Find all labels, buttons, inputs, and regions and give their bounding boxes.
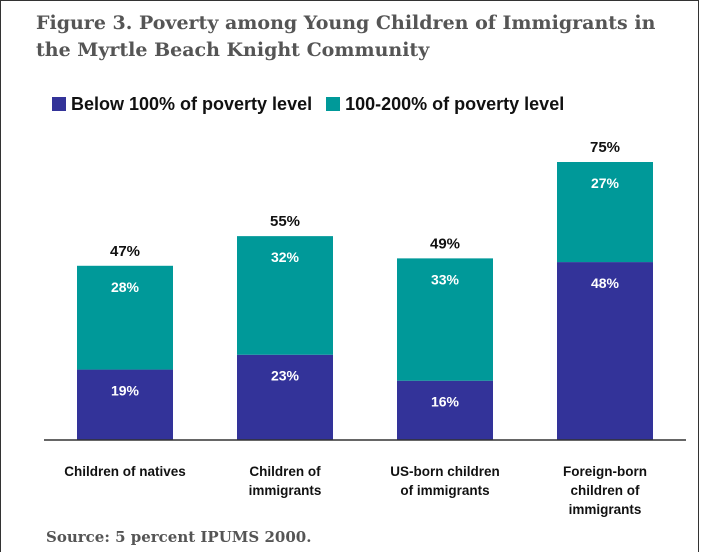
category-label-0-0: Children of natives	[64, 464, 186, 479]
bar-segment-between-1	[237, 236, 333, 355]
segment-label-between-0: 28%	[111, 279, 140, 295]
bar-segment-below-0	[77, 369, 173, 440]
legend-item-below: Below 100% of poverty level	[52, 94, 312, 115]
segment-label-below-3: 48%	[591, 275, 620, 291]
category-label-3-2: immigrants	[569, 502, 642, 517]
bar-segment-between-0	[77, 265, 173, 370]
segment-label-between-3: 27%	[591, 175, 620, 191]
segment-label-below-1: 23%	[271, 368, 300, 384]
category-label-3-1: children of	[570, 483, 640, 498]
legend: Below 100% of poverty level 100-200% of …	[52, 92, 578, 116]
category-label-1-0: Children of	[249, 464, 321, 479]
chart-title: Figure 3. Poverty among Young Children o…	[36, 12, 656, 61]
bar-segment-between-3	[557, 162, 653, 263]
legend-label-below: Below 100% of poverty level	[71, 93, 313, 114]
segment-label-between-1: 32%	[271, 249, 300, 265]
total-label-2: 49%	[430, 235, 460, 252]
segment-label-between-2: 33%	[431, 271, 460, 287]
legend-item-between: 100-200% of poverty level	[326, 94, 564, 115]
category-label-2-0: US-born children	[390, 464, 500, 479]
total-label-1: 55%	[270, 213, 300, 230]
legend-swatch-below	[52, 97, 66, 111]
bar-segment-below-3	[557, 262, 653, 440]
legend-label-between: 100-200% of poverty level	[345, 93, 565, 114]
total-label-3: 75%	[590, 139, 620, 156]
category-label-2-1: of immigrants	[400, 483, 489, 498]
segment-label-below-0: 19%	[111, 383, 140, 399]
legend-swatch-between	[326, 97, 341, 111]
segment-label-below-2: 16%	[431, 394, 460, 410]
category-label-3-0: Foreign-born	[563, 464, 647, 479]
source-note: Source: 5 percent IPUMS 2000.	[46, 528, 312, 546]
bar-segment-below-1	[237, 354, 333, 440]
total-label-0: 47%	[110, 243, 140, 260]
bar-segment-below-2	[397, 380, 493, 440]
category-label-1-1: immigrants	[249, 483, 322, 498]
bar-segment-between-2	[397, 258, 493, 381]
